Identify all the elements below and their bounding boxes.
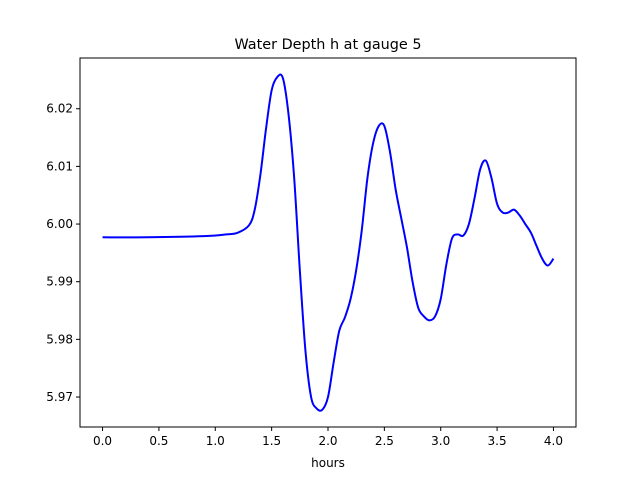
y-axis: 5.97 5.98 5.99 6.00 6.01 6.02	[46, 102, 80, 404]
x-tick-label: 0.0	[93, 434, 112, 448]
y-tick-label: 5.97	[46, 390, 73, 404]
x-tick-label: 1.5	[262, 434, 281, 448]
x-tick-label: 2.5	[375, 434, 394, 448]
x-axis-label: hours	[311, 456, 345, 470]
y-tick-label: 5.99	[46, 275, 73, 289]
y-tick-label: 5.98	[46, 332, 73, 346]
series-layer	[102, 73, 555, 412]
y-tick-label: 6.02	[46, 102, 73, 116]
x-tick-label: 3.5	[488, 434, 507, 448]
series-line-0	[102, 73, 555, 412]
x-axis: 0.0 0.5 1.0 1.5 2.0 2.5 3.0 3.5 4.0	[93, 427, 563, 448]
x-tick-label: 1.0	[206, 434, 225, 448]
x-tick-label: 0.5	[149, 434, 168, 448]
x-tick-label: 3.0	[431, 434, 450, 448]
y-tick-label: 6.01	[46, 159, 73, 173]
y-tick-label: 6.00	[46, 217, 73, 231]
chart-title: Water Depth h at gauge 5	[234, 37, 421, 53]
x-tick-label: 4.0	[544, 434, 563, 448]
x-tick-label: 2.0	[318, 434, 337, 448]
